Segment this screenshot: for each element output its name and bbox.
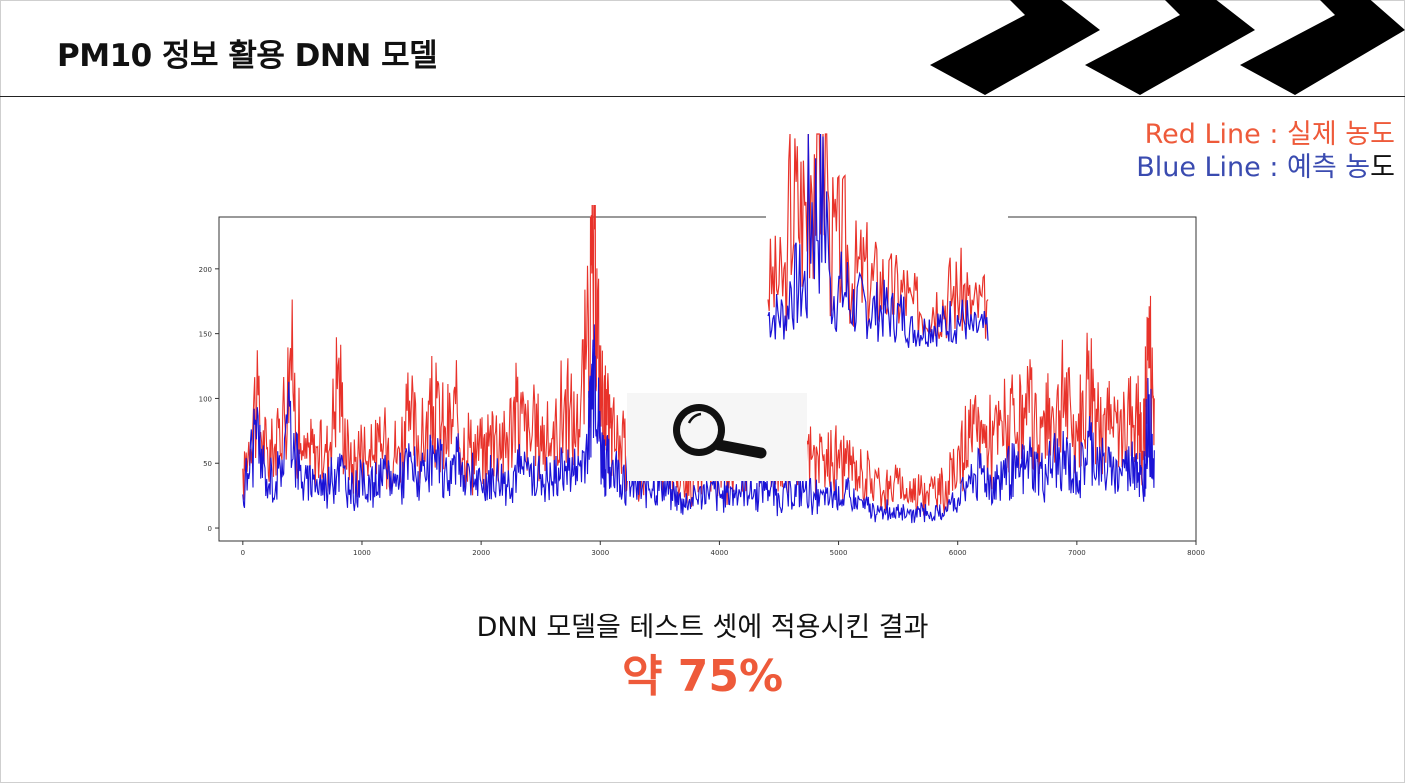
x-tick-label: 8000 — [1187, 549, 1205, 557]
page-title: PM10 정보 활용 DNN 모델 — [57, 38, 438, 74]
x-tick-label: 2000 — [472, 549, 490, 557]
x-tick-label: 1000 — [353, 549, 371, 557]
y-tick-label: 150 — [199, 331, 212, 339]
y-tick-label: 200 — [199, 266, 212, 274]
result-caption: DNN 모델을 테스트 셋에 적용시킨 결과 — [476, 612, 929, 643]
y-tick-label: 50 — [203, 460, 212, 468]
chevron-arrows-icon — [930, 0, 1405, 95]
x-tick-label: 3000 — [591, 549, 609, 557]
magnifier-panel — [627, 393, 807, 481]
plot-frame — [218, 216, 1197, 542]
accuracy-result: 약 75% — [621, 651, 784, 702]
x-tick-label: 0 — [241, 549, 245, 557]
legend-actual: Red Line : 실제 농도 — [1144, 119, 1395, 150]
magnifier-icon — [673, 404, 767, 459]
inset-background — [766, 132, 1008, 360]
header-divider — [0, 96, 1405, 97]
inset-predicted-line — [767, 133, 989, 348]
legend-predicted: Blue Line : 예측 농도 — [1136, 152, 1395, 183]
y-tick-label: 0 — [208, 525, 212, 533]
x-tick-label: 5000 — [830, 549, 848, 557]
x-tick-label: 4000 — [711, 549, 729, 557]
series-predicted-line — [242, 324, 1155, 524]
zoomed-inset — [766, 132, 1008, 360]
legend-note: Red Line : 실제 농도 Blue Line : 예측 농도 — [1136, 118, 1395, 184]
x-tick-label: 7000 — [1068, 549, 1086, 557]
pm10-line-chart: 0 1000 2000 3000 4000 5000 6000 7000 8000 0 50 100 1… — [199, 205, 1205, 557]
x-tick-label: 6000 — [949, 549, 967, 557]
y-tick-label: 100 — [199, 395, 212, 403]
